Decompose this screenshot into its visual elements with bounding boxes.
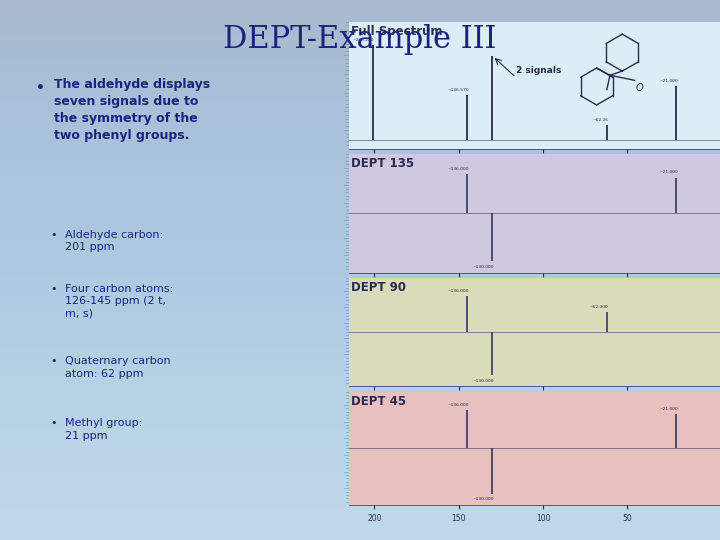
Text: DEPT 90: DEPT 90 (351, 281, 406, 294)
Text: ~136.000: ~136.000 (447, 166, 469, 171)
Text: Full Spectrum: Full Spectrum (351, 25, 443, 38)
Text: DEPT 135: DEPT 135 (351, 158, 414, 171)
Text: Aldehyde carbon:
201 ppm: Aldehyde carbon: 201 ppm (65, 230, 163, 252)
Text: ~21.000: ~21.000 (659, 171, 678, 174)
Text: •: • (50, 230, 57, 240)
Text: •: • (50, 284, 57, 294)
Text: Four carbon atoms:
126-145 ppm (2 t,
m, s): Four carbon atoms: 126-145 ppm (2 t, m, … (65, 284, 173, 318)
Text: ~136.000: ~136.000 (447, 289, 469, 293)
Text: Quaternary carbon
atom: 62 ppm: Quaternary carbon atom: 62 ppm (65, 356, 171, 379)
Text: ~136.000: ~136.000 (447, 403, 469, 407)
Text: ~62.000: ~62.000 (590, 305, 609, 309)
Text: ~200.200: ~200.200 (353, 38, 374, 42)
Text: •: • (50, 418, 57, 429)
Text: •: • (36, 81, 45, 95)
Text: ~136.570: ~136.570 (447, 87, 469, 91)
Text: DEPT 45: DEPT 45 (351, 395, 406, 408)
Text: ~62.26: ~62.26 (593, 118, 609, 122)
Text: ~130.000: ~130.000 (472, 265, 494, 269)
Text: •: • (50, 356, 57, 367)
Text: O: O (636, 83, 643, 93)
Text: 2 signals: 2 signals (516, 66, 562, 76)
Text: The aldehyde displays
seven signals due to
the symmetry of the
two phenyl groups: The aldehyde displays seven signals due … (54, 78, 210, 143)
Text: ~21.000: ~21.000 (659, 79, 678, 83)
Text: ~130.000: ~130.000 (472, 379, 494, 382)
Text: ~130.000: ~130.000 (472, 497, 494, 501)
Text: Methyl group:
21 ppm: Methyl group: 21 ppm (65, 418, 142, 441)
Text: ~21.000: ~21.000 (659, 407, 678, 411)
Text: DEPT-Example III: DEPT-Example III (223, 24, 497, 55)
